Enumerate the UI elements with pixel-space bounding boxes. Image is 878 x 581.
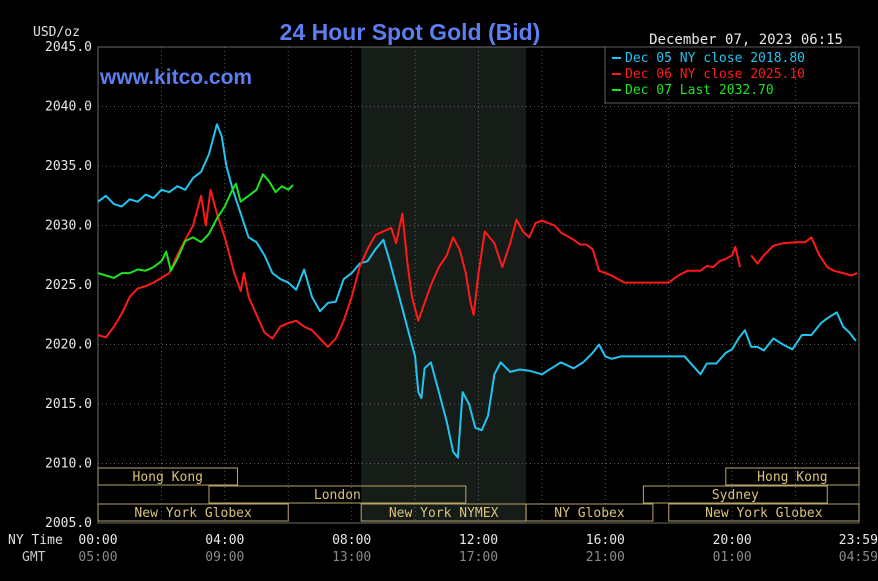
x-tick-label-gmt: 04:59 [839, 550, 878, 565]
y-axis-unit-label: USD/oz [33, 25, 80, 40]
y-tick-label: 2020.0 [45, 338, 92, 353]
y-tick-label: 2015.0 [45, 397, 92, 412]
chart-title: 24 Hour Spot Gold (Bid) [280, 19, 541, 45]
x-tick-label-gmt: 01:00 [713, 550, 752, 565]
y-tick-label: 2035.0 [45, 159, 92, 174]
plot-frame [97, 46, 860, 524]
y-tick-label: 2025.0 [45, 278, 92, 293]
session-label: New York NYMEX [389, 506, 499, 521]
watermark-url: www.kitco.com [99, 66, 252, 89]
session-bar [668, 503, 860, 522]
session-label: Sydney [712, 488, 759, 503]
x-tick-label-ny: 12:00 [459, 533, 498, 548]
x-tick-label-gmt: 09:00 [205, 550, 244, 565]
legend-entry: Dec 06 NY close 2025.10 [625, 67, 805, 82]
x-tick-label-gmt: 05:00 [78, 550, 117, 565]
x-tick-label-ny: 16:00 [586, 533, 625, 548]
session-label: London [314, 488, 361, 503]
session-bar [208, 485, 467, 504]
session-label: New York Globex [705, 506, 823, 521]
series-line [97, 188, 858, 348]
y-tick-label: 2045.0 [45, 40, 92, 55]
session-label: NY Globex [554, 506, 625, 521]
x-tick-label-ny: 23:59 [839, 533, 878, 548]
session-label: Hong Kong [757, 470, 827, 485]
gmt-row-label: GMT [22, 550, 46, 565]
y-tick-label: 2005.0 [45, 516, 92, 531]
session-bar [725, 467, 860, 486]
session-label: New York Globex [134, 506, 252, 521]
legend-entry: Dec 05 NY close 2018.80 [625, 51, 805, 66]
series-line [97, 173, 294, 279]
session-bar [97, 467, 239, 486]
session-bar [642, 485, 828, 504]
x-tick-label-ny: 04:00 [205, 533, 244, 548]
x-tick-label-ny: 20:00 [713, 533, 752, 548]
x-tick-label-ny: 00:00 [78, 533, 117, 548]
session-bar [525, 503, 654, 522]
y-tick-label: 2010.0 [45, 457, 92, 472]
y-tick-label: 2030.0 [45, 219, 92, 234]
ny-time-row-label: NY Time [8, 533, 63, 548]
session-label: Hong Kong [133, 470, 203, 485]
session-bar [97, 503, 289, 522]
chart-datetime: December 07, 2023 06:15 [649, 32, 843, 48]
x-tick-label-gmt: 21:00 [586, 550, 625, 565]
session-bars: Hong Kong London New York Globex New York N… [97, 467, 860, 522]
y-tick-label: 2040.0 [45, 100, 92, 115]
legend-box [604, 46, 860, 104]
nymex-shaded-region [361, 47, 527, 523]
x-tick-label-gmt: 13:00 [332, 550, 371, 565]
x-tick-labels: 00:00 04:00 08:00 12:00 16:00 20:00 23:59 05:00… [78, 533, 878, 565]
y-tick-labels: 2045.0 2040.0 2035.0 2030.0 2025.0 2020.0 2015… [45, 40, 92, 531]
series-line [97, 123, 857, 459]
series-lines [97, 123, 858, 459]
x-tick-label-ny: 08:00 [332, 533, 371, 548]
x-tick-label-gmt: 17:00 [459, 550, 498, 565]
legend-entry: Dec 07 Last 2032.70 [625, 83, 774, 98]
